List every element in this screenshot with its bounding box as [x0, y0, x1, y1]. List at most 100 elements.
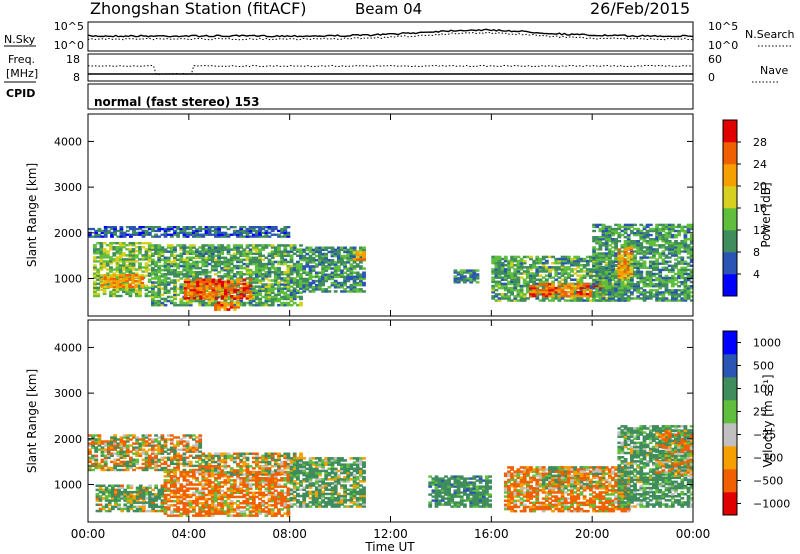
heatmap-cell	[636, 272, 641, 276]
heatmap-cell	[166, 244, 171, 247]
heatmap-cell	[93, 280, 97, 283]
heatmap-cell	[128, 272, 133, 275]
heatmap-cell	[349, 254, 354, 258]
heatmap-cell	[500, 295, 505, 298]
heatmap-cell	[318, 248, 322, 252]
heatmap-cell	[160, 301, 165, 305]
heatmap-cell	[327, 290, 332, 293]
heatmap-cell	[636, 289, 641, 292]
heatmap-cell	[318, 281, 322, 285]
heatmap-cell	[182, 508, 187, 511]
heatmap-cell	[229, 279, 234, 282]
heatmap-cell	[507, 286, 511, 290]
heatmap-cell	[655, 264, 659, 267]
heatmap-cell	[633, 285, 637, 288]
heatmap-cell	[134, 246, 139, 249]
heatmap-cell	[192, 231, 196, 234]
heatmap-cell	[176, 508, 180, 511]
heatmap-cell	[97, 438, 102, 441]
heatmap-cell	[500, 286, 505, 290]
heatmap-cell	[192, 273, 196, 276]
heatmap-cell	[318, 277, 322, 281]
heatmap-cell	[193, 280, 197, 284]
heatmap-cell	[283, 281, 288, 284]
heatmap-cell	[107, 509, 112, 513]
heatmap-cell	[589, 272, 593, 275]
heatmap-cell	[658, 254, 663, 257]
heatmap-cell	[642, 240, 647, 243]
heatmap-cell	[242, 252, 247, 255]
heatmap-cell	[223, 262, 228, 266]
heatmap-cell	[655, 248, 659, 251]
heatmap-cell	[157, 235, 162, 238]
heatmap-cell	[670, 264, 675, 267]
heatmap-cell	[680, 262, 685, 265]
heatmap-cell	[318, 246, 322, 249]
heatmap-cell	[185, 277, 190, 280]
heatmap-cell	[667, 236, 672, 239]
heatmap-cell	[308, 256, 313, 260]
heatmap-cell	[166, 268, 171, 272]
heatmap-cell	[595, 299, 600, 302]
heatmap-cell	[232, 233, 237, 236]
heatmap-cell	[176, 477, 180, 480]
heatmap-cell	[123, 503, 128, 506]
heatmap-cell	[607, 254, 612, 257]
heatmap-cell	[91, 454, 95, 457]
heatmap-cell	[611, 261, 615, 265]
heatmap-cell	[201, 258, 206, 262]
heatmap-cell	[101, 507, 106, 511]
heatmap-cell	[201, 301, 206, 305]
heatmap-cell	[661, 283, 666, 286]
heatmap-cell	[210, 250, 215, 253]
heatmap-cell	[115, 294, 120, 298]
heatmap-cell	[169, 470, 174, 474]
heatmap-cell	[183, 297, 188, 300]
heatmap-cell	[595, 287, 600, 290]
heatmap-cell	[670, 233, 675, 237]
heatmap-cell	[289, 254, 294, 257]
heatmap-cell	[526, 297, 530, 300]
heatmap-cell	[560, 255, 565, 259]
heatmap-cell	[100, 458, 105, 461]
heatmap-cell	[151, 262, 155, 266]
heatmap-cell	[255, 279, 259, 282]
heatmap-cell	[173, 256, 177, 260]
heatmap-cell	[106, 279, 111, 283]
heatmap-cell	[522, 272, 527, 275]
heatmap-cell	[195, 436, 199, 439]
heatmap-cell	[611, 270, 615, 274]
heatmap-cell	[327, 267, 332, 270]
heatmap-cell	[639, 266, 644, 269]
heatmap-cell	[617, 259, 622, 263]
heatmap-cell	[324, 269, 329, 272]
heatmap-cell	[261, 301, 266, 305]
heatmap-cell	[185, 499, 190, 503]
heatmap-cell	[160, 227, 165, 231]
heatmap-cell	[195, 499, 199, 503]
heatmap-cell	[604, 272, 609, 275]
heatmap-cell	[311, 267, 316, 270]
heatmap-cell	[160, 246, 165, 249]
colorbar-tick-label: 12	[753, 224, 767, 237]
heatmap-cell	[626, 227, 631, 231]
heatmap-cell	[541, 286, 546, 290]
heatmap-cell	[135, 446, 140, 449]
heatmap-cell	[236, 303, 240, 307]
heatmap-cell	[242, 286, 247, 290]
heatmap-cell	[623, 227, 628, 231]
heatmap-cell	[201, 495, 206, 499]
heatmap-cell	[674, 278, 678, 282]
heatmap-cell	[601, 272, 606, 276]
heatmap-cell	[258, 279, 262, 282]
heatmap-cell	[204, 301, 209, 305]
heatmap-cell	[169, 295, 174, 299]
heatmap-cell	[258, 256, 262, 260]
heatmap-cell	[157, 497, 162, 500]
heatmap-cell	[604, 233, 609, 237]
heatmap-cell	[144, 233, 149, 236]
heatmap-cell	[211, 280, 216, 284]
heatmap-cell	[607, 238, 612, 241]
heatmap-cell	[541, 280, 546, 284]
heatmap-cell	[519, 268, 524, 271]
